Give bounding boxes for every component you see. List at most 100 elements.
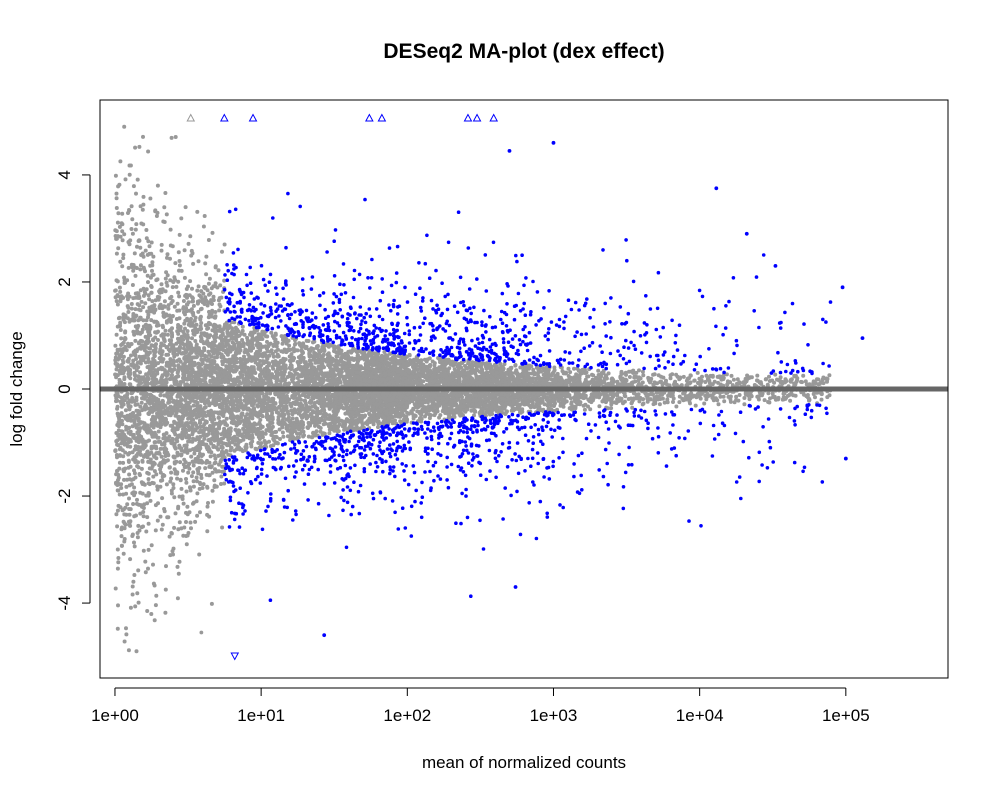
point-not-significant: [123, 177, 128, 182]
point-not-significant: [184, 489, 189, 494]
point-not-significant: [200, 486, 205, 490]
point-not-significant: [178, 478, 183, 483]
point-not-significant: [177, 263, 182, 268]
point-not-significant: [156, 338, 160, 342]
point-not-significant: [143, 248, 148, 253]
point-not-significant: [128, 163, 133, 168]
point-not-significant: [130, 534, 135, 538]
point-not-significant: [176, 571, 181, 576]
point-not-significant: [153, 603, 158, 608]
point-not-significant: [292, 368, 297, 373]
point-not-significant: [135, 177, 140, 182]
point-not-significant: [202, 346, 207, 351]
point-not-significant: [116, 246, 121, 251]
point-not-significant: [168, 227, 173, 232]
point-not-significant: [122, 124, 127, 129]
point-not-significant: [169, 327, 174, 332]
point-not-significant: [271, 354, 276, 359]
point-not-significant: [191, 303, 196, 308]
point-not-significant: [173, 261, 178, 266]
point-not-significant: [175, 564, 180, 569]
point-not-significant: [158, 439, 162, 444]
point-not-significant: [188, 520, 193, 525]
point-not-significant: [132, 251, 137, 256]
point-not-significant: [134, 191, 138, 196]
point-not-significant: [156, 435, 161, 440]
point-not-significant: [147, 438, 151, 443]
point-not-significant: [121, 551, 126, 556]
point-not-significant: [568, 396, 573, 401]
point-not-significant: [183, 460, 188, 465]
point-not-significant: [133, 227, 138, 232]
point-not-significant: [131, 184, 136, 189]
point-not-significant: [130, 231, 135, 236]
point-not-significant: [127, 496, 131, 501]
point-not-significant: [184, 477, 188, 481]
point-not-significant: [189, 417, 194, 422]
point-not-significant: [133, 338, 138, 343]
point-not-significant: [138, 204, 143, 209]
point-not-significant: [196, 300, 200, 305]
point-not-significant: [197, 480, 202, 485]
point-not-significant: [640, 369, 645, 374]
point-not-significant: [184, 520, 188, 524]
point-not-significant: [173, 135, 178, 139]
point-not-significant: [149, 240, 154, 245]
point-not-significant: [138, 245, 143, 250]
point-not-significant: [137, 438, 142, 443]
point-not-significant: [129, 306, 134, 311]
point-not-significant: [212, 483, 217, 488]
point-not-significant: [681, 374, 686, 379]
point-not-significant: [240, 324, 245, 329]
point-not-significant: [219, 482, 223, 486]
point-not-significant: [191, 261, 196, 266]
point-not-significant: [219, 474, 224, 479]
point-not-significant: [195, 209, 200, 214]
point-not-significant: [149, 543, 154, 548]
point-not-significant: [140, 491, 145, 496]
point-not-significant: [175, 596, 180, 601]
point-not-significant: [136, 600, 141, 605]
point-not-significant: [582, 407, 587, 412]
point-not-significant: [150, 299, 155, 304]
point-not-significant: [232, 320, 237, 325]
point-not-significant: [188, 234, 193, 239]
point-not-significant: [119, 336, 124, 341]
point-not-significant: [483, 413, 488, 418]
point-not-significant: [119, 221, 124, 226]
point-not-significant: [166, 303, 171, 308]
point-not-significant: [541, 372, 546, 377]
point-not-significant: [710, 374, 715, 379]
point-not-significant: [212, 453, 217, 458]
point-not-significant: [133, 604, 138, 609]
point-not-significant: [619, 396, 624, 401]
point-not-significant: [728, 380, 733, 385]
point-not-significant: [124, 484, 129, 489]
point-not-significant: [147, 244, 152, 249]
point-not-significant: [146, 547, 151, 552]
point-not-significant: [558, 403, 563, 408]
point-not-significant: [202, 436, 207, 441]
point-not-significant: [162, 205, 167, 210]
point-not-significant: [126, 265, 131, 270]
point-not-significant: [118, 289, 123, 294]
point-not-significant: [139, 299, 144, 304]
point-not-significant: [160, 496, 165, 501]
point-not-significant: [169, 470, 174, 475]
point-not-significant: [118, 328, 123, 332]
point-not-significant: [144, 529, 149, 534]
point-not-significant: [120, 238, 125, 243]
point-not-significant: [258, 423, 263, 428]
point-not-significant: [302, 433, 306, 438]
point-not-significant: [641, 397, 646, 402]
point-not-significant: [150, 268, 154, 273]
point-not-significant: [191, 403, 196, 408]
point-not-significant: [137, 144, 142, 149]
point-not-significant: [134, 357, 138, 361]
point-not-significant: [177, 520, 182, 525]
point-not-significant: [731, 377, 736, 382]
point-not-significant: [656, 397, 660, 402]
point-not-significant: [204, 272, 209, 277]
point-not-significant: [115, 302, 120, 307]
point-not-significant: [278, 437, 282, 441]
